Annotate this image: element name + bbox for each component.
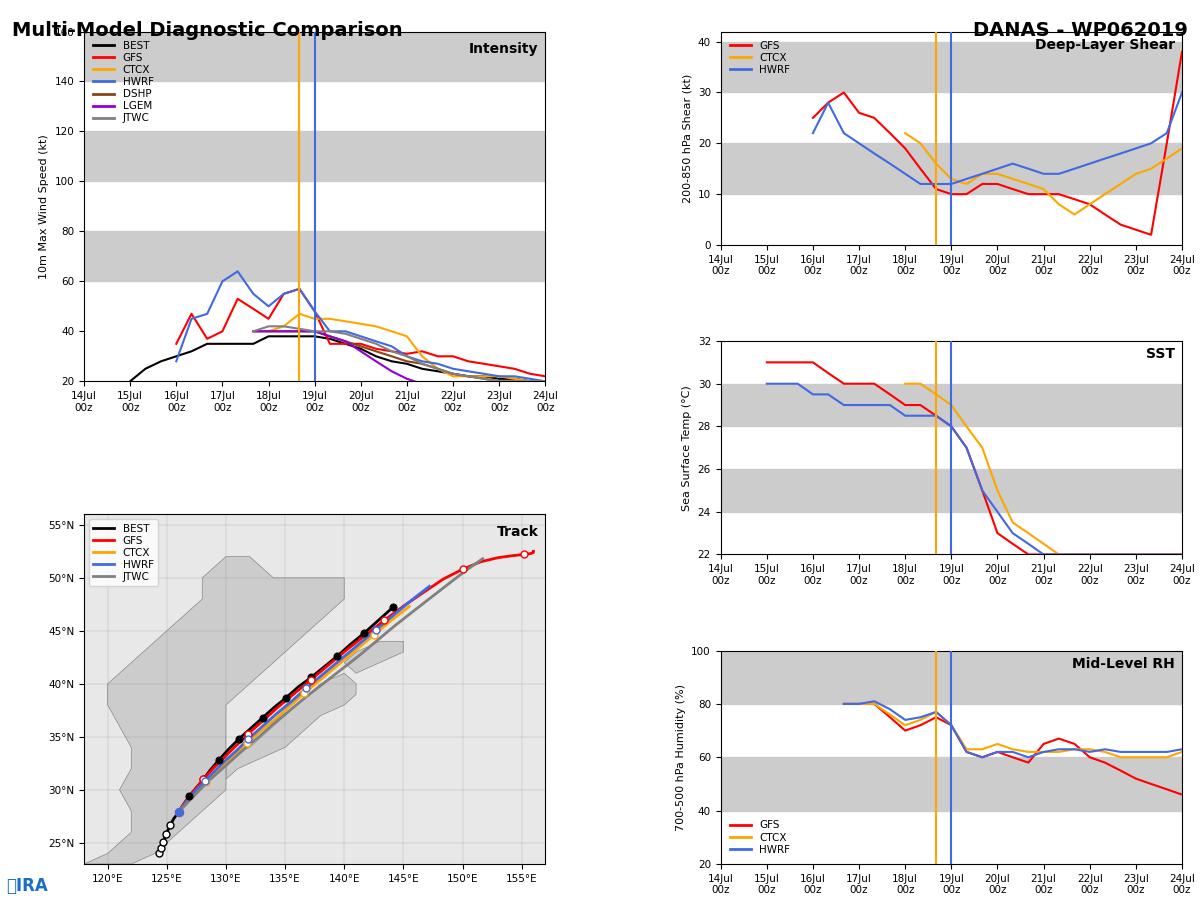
Polygon shape <box>173 705 214 752</box>
Text: Intensity: Intensity <box>469 42 539 56</box>
Y-axis label: 200-850 hPa Shear (kt): 200-850 hPa Shear (kt) <box>683 74 692 202</box>
Legend: GFS, CTCX, HWRF: GFS, CTCX, HWRF <box>726 816 794 859</box>
Polygon shape <box>84 556 344 864</box>
Bar <box>84 32 545 82</box>
Bar <box>84 231 545 282</box>
Legend: GFS, CTCX, HWRF: GFS, CTCX, HWRF <box>726 37 794 79</box>
Bar <box>84 131 545 182</box>
Bar <box>721 757 1182 811</box>
Legend: BEST, GFS, CTCX, HWRF, JTWC: BEST, GFS, CTCX, HWRF, JTWC <box>89 519 157 586</box>
Text: ⒸIRA: ⒸIRA <box>6 878 48 896</box>
Legend: BEST, GFS, CTCX, HWRF, DSHP, LGEM, JTWC: BEST, GFS, CTCX, HWRF, DSHP, LGEM, JTWC <box>89 37 157 128</box>
Y-axis label: 10m Max Wind Speed (kt): 10m Max Wind Speed (kt) <box>38 134 49 279</box>
Bar <box>721 41 1182 93</box>
Bar <box>721 469 1182 512</box>
Text: Multi-Model Diagnostic Comparison: Multi-Model Diagnostic Comparison <box>12 21 403 40</box>
Bar <box>721 383 1182 427</box>
Text: SST: SST <box>1146 347 1175 362</box>
Y-axis label: Sea Surface Temp (°C): Sea Surface Temp (°C) <box>682 385 692 510</box>
Text: Mid-Level RH: Mid-Level RH <box>1073 657 1175 670</box>
Polygon shape <box>344 642 403 673</box>
Bar <box>721 143 1182 194</box>
Text: Deep-Layer Shear: Deep-Layer Shear <box>1034 38 1175 52</box>
Text: Track: Track <box>497 525 539 539</box>
Text: DANAS - WP062019: DANAS - WP062019 <box>973 21 1188 40</box>
Bar <box>721 651 1182 704</box>
Y-axis label: 700-500 hPa Humidity (%): 700-500 hPa Humidity (%) <box>676 684 685 831</box>
Polygon shape <box>226 673 356 779</box>
